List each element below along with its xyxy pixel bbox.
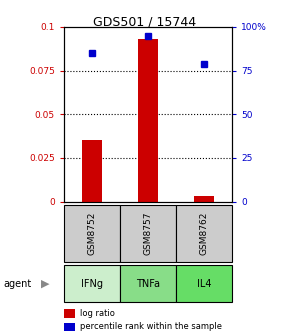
- Text: agent: agent: [3, 279, 31, 289]
- Bar: [176, 205, 232, 262]
- Text: GSM8757: GSM8757: [143, 212, 153, 255]
- Text: IFNg: IFNg: [81, 279, 103, 289]
- Bar: [176, 265, 232, 302]
- Text: GSM8762: GSM8762: [200, 212, 209, 255]
- Bar: [64, 265, 120, 302]
- Text: ▶: ▶: [41, 279, 49, 289]
- Text: log ratio: log ratio: [80, 309, 115, 318]
- Bar: [120, 265, 176, 302]
- Bar: [82, 140, 102, 202]
- Text: GDS501 / 15744: GDS501 / 15744: [93, 15, 197, 28]
- Bar: [120, 205, 176, 262]
- Text: IL4: IL4: [197, 279, 211, 289]
- Bar: [194, 196, 214, 202]
- Bar: [138, 39, 158, 202]
- Bar: [64, 205, 120, 262]
- Text: TNFa: TNFa: [136, 279, 160, 289]
- Text: GSM8752: GSM8752: [87, 212, 96, 255]
- Text: percentile rank within the sample: percentile rank within the sample: [80, 322, 222, 331]
